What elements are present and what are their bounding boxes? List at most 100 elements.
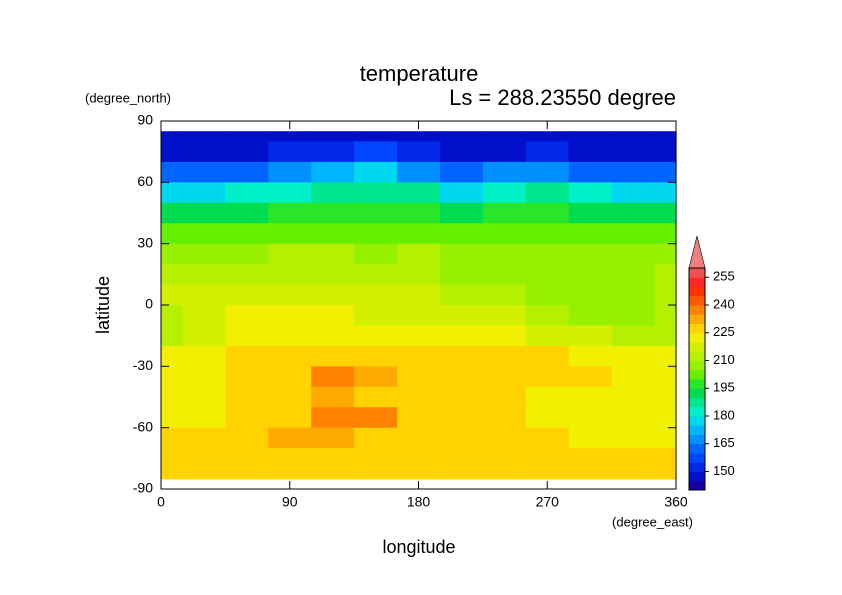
cell — [161, 386, 184, 408]
colorbar-box — [689, 268, 705, 278]
cell — [225, 131, 269, 143]
y-axis-label: latitude — [93, 276, 113, 334]
cell — [568, 305, 613, 327]
cell — [568, 427, 613, 449]
cell — [225, 305, 269, 327]
cell — [439, 366, 484, 388]
cell — [161, 305, 184, 327]
cell — [654, 427, 677, 449]
cell — [182, 161, 226, 183]
cell — [611, 407, 656, 429]
cell — [354, 427, 398, 449]
cell — [568, 345, 613, 367]
cell — [525, 182, 570, 204]
colorbar-box — [689, 453, 705, 463]
cell — [525, 131, 570, 143]
cell — [611, 202, 656, 224]
colorbar-box — [689, 416, 705, 426]
cell — [654, 202, 677, 224]
x-axis-label: longitude — [382, 537, 455, 557]
cell — [568, 284, 613, 306]
cell — [354, 325, 398, 347]
cell — [397, 141, 441, 163]
cell — [439, 141, 484, 163]
cell — [525, 386, 570, 408]
cell — [161, 202, 184, 224]
colorbar-tick-label: 165 — [713, 435, 735, 450]
cell — [568, 223, 613, 245]
colorbar-tick-label: 210 — [713, 352, 735, 367]
cell — [225, 141, 269, 163]
x-tick-label: 360 — [664, 494, 688, 510]
cell — [268, 468, 312, 480]
colorbar-box — [689, 332, 705, 343]
cell — [268, 284, 312, 306]
colorbar-box — [689, 323, 705, 334]
cell — [482, 427, 527, 449]
cell — [482, 161, 527, 183]
cell — [161, 243, 184, 265]
cell — [225, 223, 269, 245]
colorbar-tick-label: 180 — [713, 407, 735, 422]
colorbar-tick-label: 195 — [713, 380, 735, 395]
cell — [161, 407, 184, 429]
cell — [439, 386, 484, 408]
cell — [482, 407, 527, 429]
cell — [654, 386, 677, 408]
cell — [182, 468, 226, 480]
cell — [525, 345, 570, 367]
cell — [311, 366, 355, 388]
axes: 0 90 180 270 360 -90 -60 -30 0 30 60 90 — [133, 112, 688, 510]
cell — [311, 131, 355, 143]
cell — [182, 223, 226, 245]
cell — [182, 131, 226, 143]
cell — [268, 448, 312, 470]
cell — [161, 141, 184, 163]
cell — [568, 386, 613, 408]
cell — [482, 131, 527, 143]
colorbar-box — [689, 425, 705, 435]
cell — [397, 202, 441, 224]
cell — [482, 264, 527, 286]
cell — [311, 284, 355, 306]
cell — [161, 366, 184, 388]
cell — [354, 243, 398, 265]
cell — [568, 448, 613, 470]
colorbar-extend — [688, 235, 706, 269]
cell — [161, 427, 184, 449]
cell — [397, 223, 441, 245]
cell — [225, 284, 269, 306]
cell — [654, 345, 677, 367]
colorbar-box — [689, 379, 705, 389]
cell — [182, 243, 226, 265]
colorbar-box — [689, 388, 705, 398]
cell — [439, 202, 484, 224]
cell — [568, 161, 613, 183]
cell — [354, 366, 398, 388]
colorbar-tick-label: 225 — [713, 324, 735, 339]
cell — [225, 468, 269, 480]
colorbar-box — [689, 314, 705, 324]
cell — [654, 243, 677, 265]
cell — [568, 407, 613, 429]
cell — [397, 468, 441, 480]
cell — [439, 243, 484, 265]
cell — [482, 305, 527, 327]
cell — [268, 325, 312, 347]
chart-title: temperature — [360, 61, 479, 86]
colorbar-box — [689, 286, 705, 297]
cell — [482, 325, 527, 347]
cell — [354, 345, 398, 367]
cell — [568, 182, 613, 204]
colorbar-box — [689, 397, 705, 408]
cell — [225, 161, 269, 183]
cell — [161, 131, 184, 143]
cell — [611, 325, 656, 347]
field — [161, 131, 677, 480]
cell — [182, 345, 226, 367]
colorbar-box — [689, 462, 705, 472]
cell — [568, 366, 613, 388]
cell — [654, 223, 677, 245]
cell — [439, 182, 484, 204]
cell — [611, 427, 656, 449]
